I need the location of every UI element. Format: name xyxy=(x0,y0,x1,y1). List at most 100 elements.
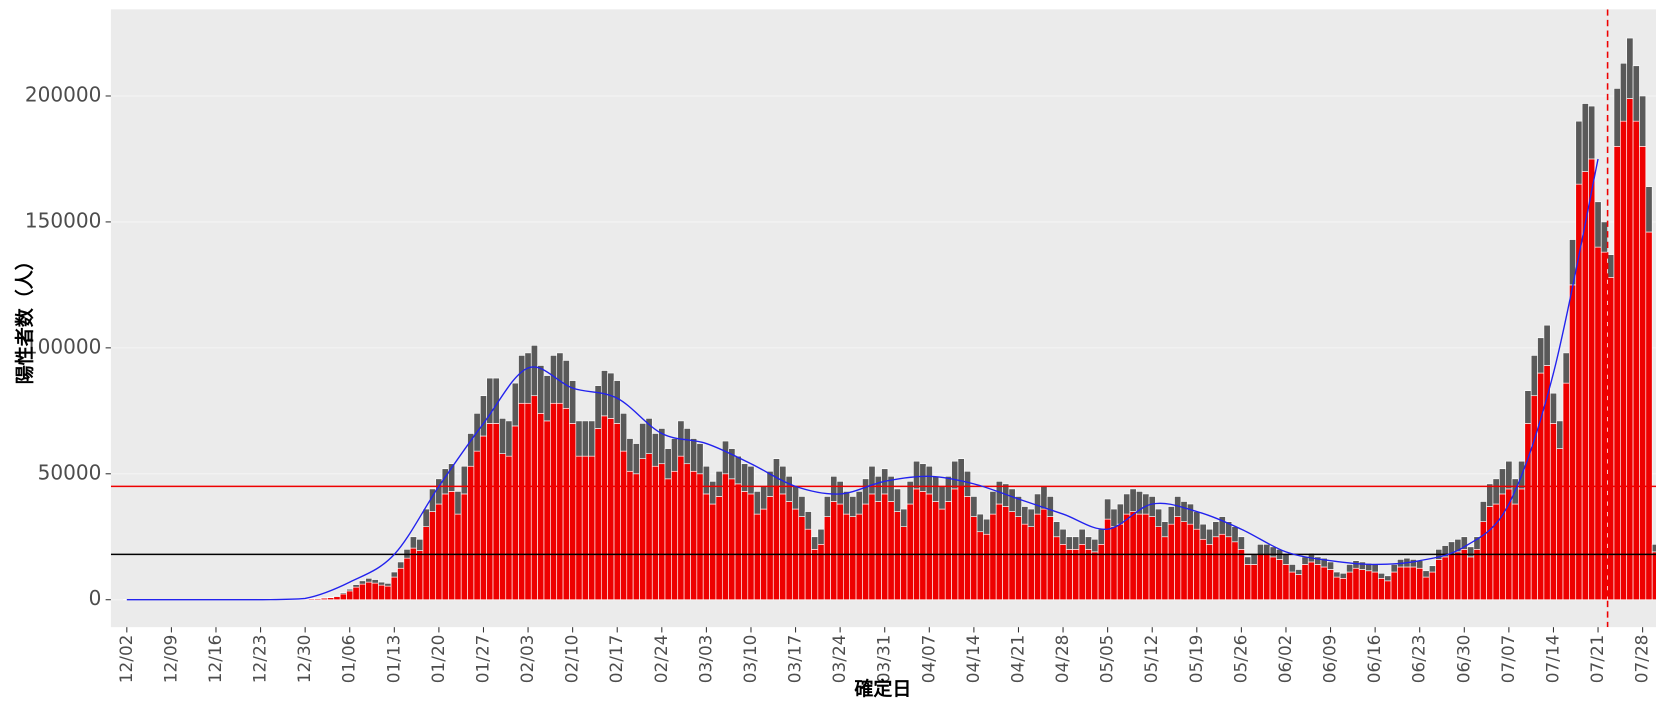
bar xyxy=(1225,536,1233,601)
bar xyxy=(830,475,838,502)
x-tick-label: 03/24 xyxy=(829,635,849,684)
bar xyxy=(620,413,628,452)
bar xyxy=(1620,62,1628,122)
bar xyxy=(1549,423,1557,601)
bar xyxy=(1403,566,1411,601)
bar xyxy=(1454,551,1462,601)
bar xyxy=(964,496,972,601)
bar xyxy=(734,483,742,601)
bar xyxy=(473,450,481,601)
bar xyxy=(1569,284,1577,601)
bar xyxy=(1333,576,1341,601)
bar xyxy=(715,496,723,601)
bar xyxy=(1301,564,1309,601)
x-tick-label: 02/24 xyxy=(651,635,671,684)
bar xyxy=(1040,486,1048,510)
bar xyxy=(524,352,532,404)
bar xyxy=(830,501,838,601)
bar xyxy=(690,438,698,472)
bar xyxy=(862,503,870,601)
bar xyxy=(1530,355,1538,397)
bar xyxy=(505,420,513,457)
bar xyxy=(1314,564,1322,601)
bar xyxy=(575,455,583,601)
bar xyxy=(1352,567,1360,601)
bar xyxy=(651,433,659,467)
bar xyxy=(1053,521,1061,538)
bar xyxy=(1327,561,1335,570)
bar xyxy=(384,583,392,587)
bar xyxy=(983,533,991,601)
bar xyxy=(1148,496,1156,517)
bar xyxy=(1212,536,1220,601)
bar xyxy=(1346,564,1354,573)
x-tick-label: 06/23 xyxy=(1409,635,1429,684)
bar xyxy=(1193,511,1201,530)
bar xyxy=(970,496,978,517)
bar xyxy=(1046,516,1054,601)
bar xyxy=(1562,382,1570,601)
bar xyxy=(874,475,882,502)
bar xyxy=(836,503,844,601)
bar xyxy=(772,486,780,601)
x-tick-label: 07/14 xyxy=(1542,635,1562,684)
bar xyxy=(696,473,704,601)
bar xyxy=(741,491,749,601)
bar xyxy=(874,501,882,601)
bar xyxy=(352,586,360,601)
x-tick-label: 07/07 xyxy=(1498,635,1518,684)
bar xyxy=(1174,516,1182,601)
bar xyxy=(327,596,335,599)
bar xyxy=(728,478,736,601)
bar xyxy=(811,536,819,550)
bar xyxy=(1231,541,1239,601)
bar xyxy=(1645,231,1653,601)
x-tick-label: 12/23 xyxy=(250,635,270,684)
bar xyxy=(600,415,608,601)
bar xyxy=(1339,577,1347,601)
bar xyxy=(721,473,729,601)
bar xyxy=(569,423,577,601)
bar xyxy=(753,513,761,601)
bar xyxy=(932,501,940,601)
bar xyxy=(1008,488,1016,512)
bar xyxy=(1327,569,1335,601)
bar xyxy=(1384,575,1392,582)
bar xyxy=(1607,277,1615,601)
bar xyxy=(664,448,672,480)
bar xyxy=(1479,501,1487,522)
bar xyxy=(1556,420,1564,449)
bar xyxy=(817,543,825,601)
y-tick-label: 150000 xyxy=(25,208,102,232)
bar xyxy=(957,458,965,487)
bar xyxy=(550,355,558,404)
bar xyxy=(938,486,946,510)
bar xyxy=(1632,120,1640,601)
bar xyxy=(1620,120,1628,601)
bar xyxy=(1161,536,1169,601)
y-axis-title: 陽性者数（人） xyxy=(13,251,36,384)
bar xyxy=(1053,536,1061,601)
bar xyxy=(957,486,965,601)
bar xyxy=(747,465,755,495)
y-tick-label: 50000 xyxy=(38,460,102,484)
bar xyxy=(1390,571,1398,601)
bar xyxy=(1256,554,1264,601)
bar xyxy=(951,460,959,490)
bar xyxy=(537,413,545,601)
bar xyxy=(919,463,927,492)
bar xyxy=(409,536,417,549)
x-tick-label: 04/28 xyxy=(1052,635,1072,684)
bar xyxy=(1556,448,1564,601)
bar xyxy=(1511,503,1519,601)
bar xyxy=(1186,523,1194,601)
bar xyxy=(429,511,437,601)
bar xyxy=(1397,566,1405,601)
bar xyxy=(333,596,341,601)
bar xyxy=(1377,572,1385,579)
bar xyxy=(346,590,354,601)
bar xyxy=(1301,556,1309,565)
bar xyxy=(550,402,558,601)
bar xyxy=(511,425,519,601)
bar xyxy=(747,493,755,601)
